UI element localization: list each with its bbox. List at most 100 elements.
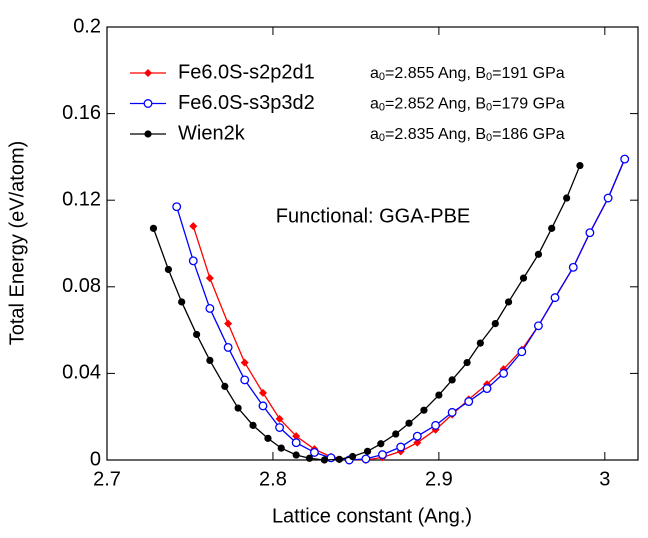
- marker: [396, 442, 406, 452]
- marker: [363, 447, 372, 455]
- y-tick-label: 0.08: [62, 275, 101, 297]
- fit-parameters: a0=2.852 Ang, B0=179 GPa: [370, 96, 565, 114]
- x-tick-label: 2.9: [425, 468, 453, 490]
- marker: [412, 431, 422, 441]
- y-tick-label: 0.2: [73, 15, 101, 37]
- marker: [603, 193, 613, 203]
- marker: [240, 358, 249, 367]
- marker: [517, 347, 527, 357]
- marker: [275, 414, 284, 423]
- marker: [585, 228, 595, 238]
- marker: [205, 274, 214, 283]
- marker: [534, 250, 543, 258]
- marker: [431, 420, 441, 430]
- marker: [223, 342, 233, 352]
- fit-text: a: [370, 126, 379, 143]
- fit-text: 0: [379, 102, 385, 114]
- marker: [189, 222, 198, 231]
- marker: [234, 404, 242, 412]
- marker: [258, 401, 268, 411]
- marker: [188, 256, 198, 266]
- fit-text: =2.855 Ang, B: [385, 65, 486, 82]
- marker: [405, 419, 413, 427]
- marker: [292, 432, 301, 441]
- fit-text: 0: [379, 71, 385, 83]
- legend-marker: [143, 99, 153, 108]
- marker: [335, 455, 343, 463]
- legend-marker: [144, 130, 152, 138]
- marker: [193, 330, 201, 339]
- marker: [378, 450, 387, 460]
- marker: [447, 407, 457, 417]
- marker: [533, 321, 543, 331]
- fit-text: 0: [486, 132, 492, 144]
- y-tick-label: 0: [90, 448, 101, 470]
- fit-text: a: [370, 96, 379, 113]
- marker: [499, 368, 509, 378]
- marker: [548, 224, 556, 232]
- marker: [224, 319, 233, 328]
- y-tick-label: 0.12: [62, 188, 101, 210]
- marker: [258, 388, 267, 397]
- marker: [361, 454, 371, 464]
- fit-text: =2.852 Ang, B: [385, 96, 486, 113]
- marker: [275, 423, 285, 432]
- series-line: [192, 158, 626, 461]
- annotation: Functional: GGA-PBE: [276, 205, 471, 227]
- legend-label: Fe6.0S-s2p2d1: [178, 61, 315, 83]
- fit-text: =191 GPa: [492, 65, 565, 82]
- marker: [392, 430, 400, 438]
- y-tick-label: 0.16: [62, 102, 101, 124]
- y-axis-label: Total Energy (eV/atom): [6, 141, 28, 346]
- marker: [277, 444, 285, 452]
- marker: [464, 397, 474, 406]
- marker: [563, 194, 571, 202]
- marker: [620, 154, 630, 164]
- marker: [568, 262, 578, 272]
- marker: [476, 339, 484, 347]
- marker: [292, 451, 300, 459]
- marker: [550, 293, 560, 303]
- marker: [309, 447, 319, 457]
- x-tick-label: 3: [599, 468, 610, 490]
- fit-parameters: a0=2.835 Ang, B0=186 GPa: [370, 126, 565, 144]
- marker: [164, 265, 172, 274]
- marker: [463, 358, 471, 367]
- marker: [149, 224, 158, 232]
- marker: [504, 298, 513, 306]
- marker: [291, 438, 301, 448]
- marker: [420, 406, 428, 414]
- marker: [249, 421, 257, 429]
- marker: [221, 382, 229, 390]
- marker: [320, 456, 328, 464]
- plot-frame: [106, 26, 639, 461]
- marker: [348, 452, 357, 461]
- marker: [178, 298, 186, 306]
- marker: [413, 438, 422, 447]
- fit-text: 0: [486, 102, 492, 114]
- x-axis-label: Lattice constant (Ang.): [272, 505, 472, 527]
- fit-text: =2.835 Ang, B: [385, 126, 486, 143]
- marker: [326, 453, 336, 463]
- x-tick-label: 2.7: [93, 468, 121, 490]
- marker: [448, 376, 456, 384]
- marker: [491, 320, 499, 328]
- y-tick-label: 0.04: [62, 362, 101, 384]
- marker: [377, 440, 385, 448]
- marker: [576, 161, 584, 170]
- marker: [172, 202, 182, 212]
- fit-text: 0: [379, 132, 385, 144]
- marker: [435, 391, 443, 399]
- legend-label: Fe6.0S-s3p3d2: [178, 92, 315, 114]
- fit-text: 0: [486, 71, 492, 83]
- marker: [519, 274, 528, 282]
- legend-label: Wien2k: [178, 122, 246, 144]
- fit-text: a: [370, 65, 379, 82]
- fit-parameters: a0=2.855 Ang, B0=191 GPa: [370, 65, 565, 83]
- marker: [206, 356, 214, 365]
- x-tick-label: 2.8: [259, 468, 287, 490]
- marker: [305, 454, 314, 462]
- fit-text: =186 GPa: [492, 126, 565, 143]
- fit-text: =179 GPa: [492, 96, 565, 113]
